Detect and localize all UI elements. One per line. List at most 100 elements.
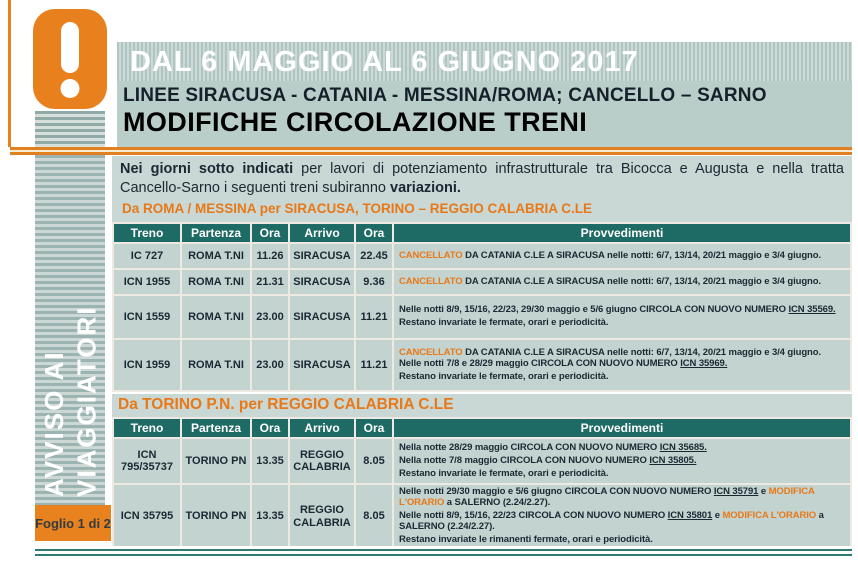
- partenza-cell: ROMA T.NI: [182, 270, 250, 295]
- text-segment: Restano invariate le fermate, orari e pe…: [399, 317, 609, 329]
- provvedimenti-cell: Nelle notti 29/30 maggio e 5/6 giugno CI…: [394, 485, 850, 546]
- text-segment: Restano invariate le fermate, orari e pe…: [399, 467, 609, 479]
- column-header-ora: Ora: [252, 419, 288, 438]
- provvedimenti-line: Restano invariate le fermate, orari e pe…: [399, 467, 845, 480]
- column-header-arrivo: Arrivo: [290, 419, 354, 438]
- intro-paragraph: Nei giorni sotto indicati per lavori di …: [120, 160, 844, 198]
- table-row: IC 727 ROMA T.NI 11.26 SIRACUSA 22.45 CANCELL…: [114, 244, 850, 269]
- ora-partenza-cell: 13.35: [252, 439, 288, 484]
- exclamation-bar: [61, 22, 79, 73]
- column-header-arrivo: Arrivo: [290, 224, 354, 243]
- striped-block-under-icon: [35, 111, 105, 147]
- provvedimenti-line: Nelle notti 8/9, 15/16, 22/23 CIRCOLA CO…: [399, 510, 845, 533]
- text-segment: ICN 35791: [713, 486, 759, 498]
- arrivo-cell: REGGIO CALABRIA: [290, 485, 354, 546]
- header-block: LINEE SIRACUSA - CATANIA - MESSINA/ROMA;…: [117, 81, 852, 147]
- table-row: ICN 1959 ROMA T.NI 23.00 SIRACUSA 11.21 CANCE…: [114, 340, 850, 391]
- column-header-partenza: Partenza: [182, 224, 250, 243]
- intro-block: Nei giorni sotto indicati per lavori di …: [112, 156, 852, 223]
- provvedimenti-line: CANCELLATO DA CATANIA C.LE A SIRACUSA ne…: [399, 249, 845, 262]
- provvedimenti-line: Nella notte 28/29 maggio CIRCOLA CON NUO…: [399, 441, 845, 454]
- table-row: ICN 1559 ROMA T.NI 23.00 SIRACUSA 11.21 Nelle…: [114, 296, 850, 339]
- column-header-treno: Treno: [114, 419, 180, 438]
- provvedimenti-cell: CANCELLATO DA CATANIA C.LE A SIRACUSA ne…: [394, 244, 850, 269]
- sidebar-avviso-viaggiatori: AVVISO AI VIAGGIATORI: [35, 155, 105, 505]
- arrivo-cell: SIRACUSA: [290, 244, 354, 269]
- text-segment: CANCELLATO: [399, 346, 463, 358]
- ora-arrivo-cell: 22.45: [356, 244, 392, 269]
- column-header-provvedimenti: Provvedimenti: [394, 419, 850, 438]
- arrivo-cell: SIRACUSA: [290, 296, 354, 339]
- provvedimenti-line: Nelle notti 29/30 maggio e 5/6 giugno CI…: [399, 486, 845, 509]
- main-content: Nei giorni sotto indicati per lavori di …: [112, 156, 852, 546]
- text-segment: e: [758, 486, 769, 498]
- treno-cell: ICN 1959: [114, 340, 180, 391]
- ora-arrivo-cell: 9.36: [356, 270, 392, 295]
- text-segment: ICN 35569.: [788, 304, 836, 316]
- column-header-treno: Treno: [114, 224, 180, 243]
- partenza-cell: ROMA T.NI: [182, 340, 250, 391]
- column-header-ora: Ora: [356, 419, 392, 438]
- ora-partenza-cell: 21.31: [252, 270, 288, 295]
- provvedimenti-line: CANCELLATO DA CATANIA C.LE A SIRACUSA ne…: [399, 275, 845, 288]
- arrivo-cell: SIRACUSA: [290, 270, 354, 295]
- ora-partenza-cell: 23.00: [252, 296, 288, 339]
- trains-table-roma-messina: Treno Partenza Ora Arrivo Ora Provvedimenti IC…: [112, 222, 852, 393]
- provvedimenti-line: Restano invariate le rimanenti fermate, …: [399, 533, 845, 546]
- text-segment: DA CATANIA C.LE A SIRACUSA nelle notti: …: [462, 249, 822, 261]
- ora-arrivo-cell: 8.05: [356, 485, 392, 546]
- arrivo-cell: SIRACUSA: [290, 340, 354, 391]
- treno-cell: ICN 35795: [114, 485, 180, 546]
- trains-table-torino: Treno Partenza Ora Arrivo Ora Provvedimenti IC…: [112, 417, 852, 546]
- table-row: ICN 1955 ROMA T.NI 21.31 SIRACUSA 9.36 CANCEL…: [114, 270, 850, 295]
- section-heading-roma-messina: Da ROMA / MESSINA per SIRACUSA, TORINO –…: [122, 201, 593, 217]
- orange-separator: [10, 147, 852, 155]
- section-heading-wrap: Da TORINO P.N. per REGGIO CALABRIA C.LE: [112, 394, 852, 418]
- ora-arrivo-cell: 11.21: [356, 340, 392, 391]
- ora-partenza-cell: 11.26: [252, 244, 288, 269]
- warning-exclamation-icon: [33, 9, 107, 109]
- column-header-partenza: Partenza: [182, 419, 250, 438]
- text-segment: a SALERNO (2.24/2.27).: [399, 510, 824, 533]
- table-header-row: Treno Partenza Ora Arrivo Ora Provvedimenti: [114, 224, 850, 243]
- text-segment: Nelle notti 8/9, 15/16, 22/23 CIRCOLA CO…: [399, 510, 668, 522]
- sidebar-text-line1: AVVISO AI: [38, 350, 69, 497]
- column-header-ora: Ora: [356, 224, 392, 243]
- partenza-cell: ROMA T.NI: [182, 244, 250, 269]
- text-segment: Nelle notti 29/30 maggio e 5/6 giugno CI…: [399, 486, 714, 498]
- bottom-teal-rules: [35, 549, 852, 557]
- text-segment: DA CATANIA C.LE A SIRACUSA nelle notti: …: [399, 346, 822, 369]
- text-segment: ICN 35801: [667, 510, 713, 522]
- intro-lead: Nei giorni sotto indicati: [120, 161, 294, 177]
- column-header-ora: Ora: [252, 224, 288, 243]
- table-row: ICN 795/35737 TORINO PN 13.35 REGGIO CALABR…: [114, 439, 850, 484]
- treno-cell: ICN 1955: [114, 270, 180, 295]
- text-segment: MODIFICA L'ORARIO: [722, 510, 817, 522]
- partenza-cell: TORINO PN: [182, 485, 250, 546]
- section-heading-torino: Da TORINO P.N. per REGGIO CALABRIA C.LE: [118, 396, 454, 414]
- text-segment: Nella notte 7/8 maggio CIRCOLA CON NUOVO…: [399, 454, 650, 466]
- period-text: DAL 6 MAGGIO AL 6 GIUGNO 2017: [130, 46, 639, 78]
- treno-cell: IC 727: [114, 244, 180, 269]
- text-segment: DA CATANIA C.LE A SIRACUSA nelle notti: …: [462, 275, 822, 287]
- provvedimenti-cell: CANCELLATO DA CATANIA C.LE A SIRACUSA ne…: [394, 340, 850, 391]
- period-banner: DAL 6 MAGGIO AL 6 GIUGNO 2017: [117, 42, 852, 81]
- partenza-cell: ROMA T.NI: [182, 296, 250, 339]
- text-segment: ICN 35685.: [659, 441, 707, 453]
- provvedimenti-line: Nella notte 7/8 maggio CIRCOLA CON NUOVO…: [399, 454, 845, 467]
- provvedimenti-line: Restano invariate le fermate, orari e pe…: [399, 370, 845, 383]
- treno-cell: ICN 795/35737: [114, 439, 180, 484]
- text-segment: Restano invariate le fermate, orari e pe…: [399, 370, 609, 382]
- text-segment: a SALERNO (2.24/2.27).: [444, 497, 551, 509]
- column-header-provvedimenti: Provvedimenti: [394, 224, 850, 243]
- text-segment: CANCELLATO: [399, 275, 463, 287]
- ora-partenza-cell: 23.00: [252, 340, 288, 391]
- text-segment: Restano invariate le rimanenti fermate, …: [399, 533, 653, 545]
- left-accent-rule: [8, 0, 11, 147]
- ora-arrivo-cell: 11.21: [356, 296, 392, 339]
- table-header-row: Treno Partenza Ora Arrivo Ora Provvedimenti: [114, 419, 850, 438]
- intro-middle: per lavori di potenziamento infrastruttu…: [120, 161, 844, 197]
- exclamation-dot: [60, 79, 80, 98]
- page-title: MODIFICHE CIRCOLAZIONE TRENI: [123, 107, 588, 137]
- sidebar-text-line2: VIAGGIATORI: [71, 305, 101, 498]
